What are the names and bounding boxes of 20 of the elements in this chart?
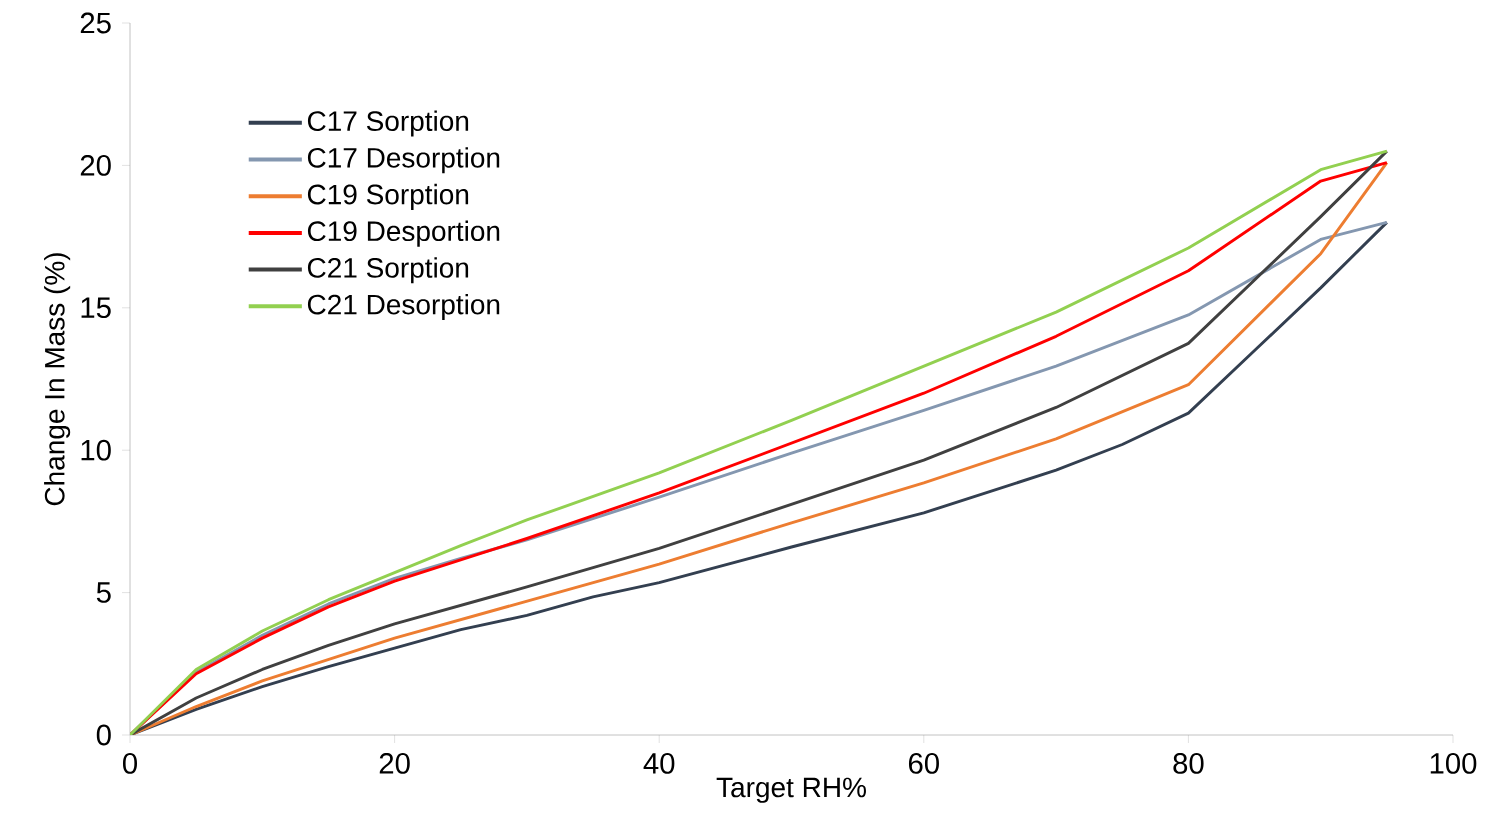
y-tick-label: 25 <box>80 12 111 34</box>
x-tick-label: 100 <box>1430 753 1477 774</box>
x-tick-label: 80 <box>1173 753 1204 774</box>
legend-label: C19 Desportion <box>307 220 500 247</box>
legend-label: C21 Sorption <box>307 257 469 284</box>
y-tick-label: 0 <box>96 724 111 746</box>
legend-label: C17 Sorption <box>307 110 469 137</box>
x-tick-label: 0 <box>123 753 138 774</box>
x-axis-title: Target RH% <box>716 777 866 803</box>
y-tick-label: 15 <box>81 297 111 319</box>
legend-label: C17 Desorption <box>307 147 500 174</box>
legend-label: C19 Sorption <box>307 183 469 210</box>
legend-label: C21 Desorption <box>307 293 500 321</box>
y-tick-label: 10 <box>81 439 111 461</box>
x-tick-label: 40 <box>643 753 675 774</box>
y-tick-label: 20 <box>80 155 111 176</box>
x-tick-label: 20 <box>379 753 410 774</box>
y-tick-label: 5 <box>96 582 111 603</box>
x-tick-label: 60 <box>908 753 939 774</box>
y-axis-title: Change In Mass (%) <box>44 253 71 506</box>
